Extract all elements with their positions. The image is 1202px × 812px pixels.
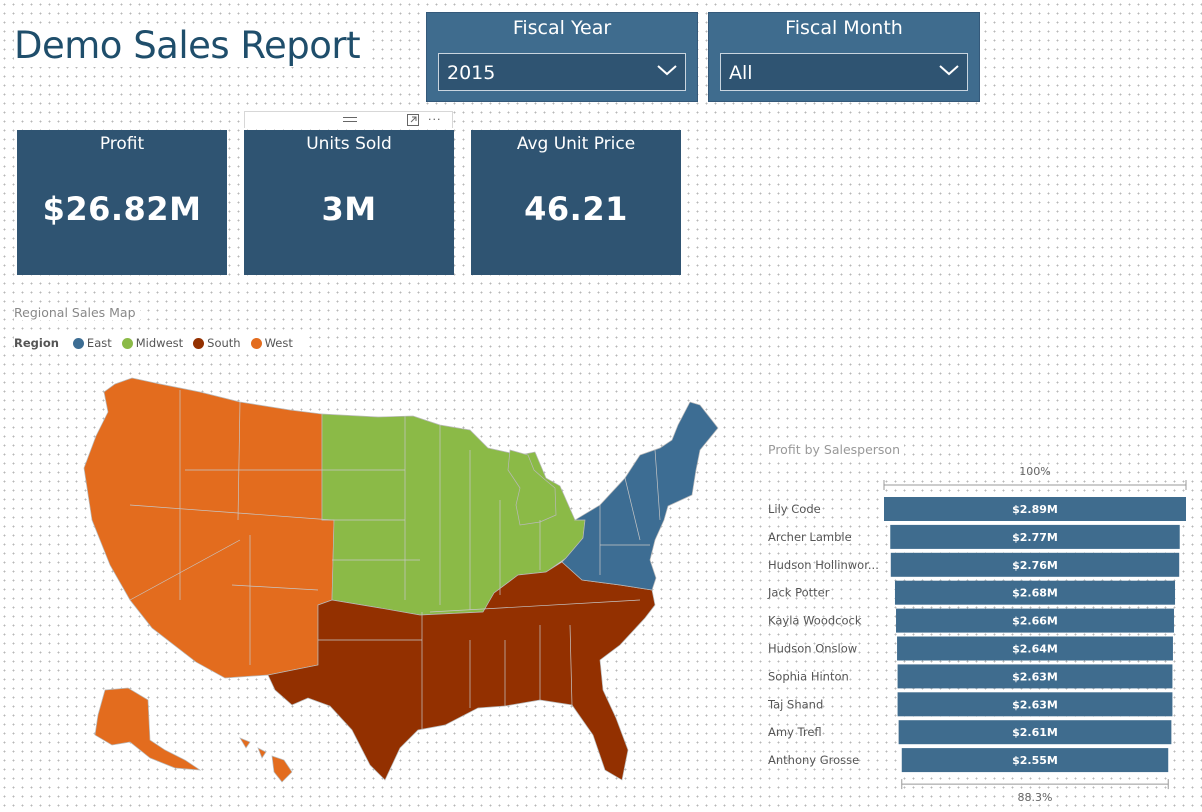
bar-value-label-3: $2.68M	[1012, 587, 1058, 600]
category-label-9: Anthony Grosse	[768, 753, 859, 767]
top-percent-label: 100%	[1019, 465, 1050, 478]
fiscal-year-dropdown[interactable]: 2015	[438, 53, 686, 91]
bar-8[interactable]	[898, 720, 1172, 745]
map-region-south[interactable]	[267, 561, 656, 781]
map-legend: Region East Midwest South West	[14, 335, 303, 351]
legend-dot-south	[193, 337, 205, 349]
focus-mode-icon[interactable]	[407, 114, 419, 126]
map-region-west-alaska[interactable]	[94, 687, 202, 771]
bar-chart-title: Profit by Salesperson	[768, 442, 905, 457]
fiscal-year-value: 2015	[447, 62, 496, 84]
fiscal-year-slicer: Fiscal Year 2015	[426, 12, 698, 102]
legend-dot-midwest	[121, 337, 133, 349]
category-label-6: Sophia Hinton	[768, 669, 849, 683]
legend-label-south: South	[207, 336, 241, 350]
bar-0[interactable]	[884, 497, 1186, 521]
avg-unit-price-card: Avg Unit Price 46.21	[471, 130, 681, 275]
bar-value-label-4: $2.66M	[1012, 615, 1058, 628]
bottom-percent-label: 88.3%	[1018, 791, 1053, 804]
legend-label-east: East	[86, 336, 112, 350]
avg-unit-price-card-value: 46.21	[524, 190, 628, 228]
legend-item-west[interactable]: West	[250, 336, 293, 350]
map-title: Regional Sales Map	[14, 305, 140, 320]
bar-value-label-2: $2.76M	[1012, 559, 1058, 572]
bar-value-label-6: $2.63M	[1012, 670, 1058, 683]
fiscal-month-slicer: Fiscal Month All	[708, 12, 980, 102]
fiscal-month-slicer-title: Fiscal Month	[785, 17, 903, 39]
legend-title: Region	[14, 336, 59, 350]
drag-handle-icon[interactable]	[343, 117, 357, 122]
more-options-icon[interactable]: ···	[428, 113, 442, 126]
map-region-west-hawaii[interactable]	[239, 737, 293, 783]
bar-value-label-8: $2.61M	[1012, 726, 1058, 739]
legend-label-midwest: Midwest	[135, 336, 184, 350]
map-region-east[interactable]	[561, 401, 719, 591]
category-label-5: Hudson Onslow	[768, 642, 857, 656]
units-sold-card-value: 3M	[321, 190, 377, 228]
category-label-0: Lily Code	[768, 502, 821, 516]
category-label-8: Amy Trefl	[768, 725, 822, 739]
profit-by-salesperson-chart[interactable]: 100% $2.89M Lily Code $2.77M Archer Lamble $2…	[760, 460, 1200, 812]
chevron-down-icon	[657, 65, 677, 76]
legend-dot-east	[72, 337, 84, 349]
units-sold-card: Units Sold 3M	[244, 130, 454, 275]
report-title: Demo Sales Report	[14, 24, 367, 67]
bar-value-label-0: $2.89M	[1012, 503, 1058, 516]
legend-item-east[interactable]: East	[72, 336, 112, 350]
map-region-west[interactable]	[83, 377, 335, 679]
profit-card: Profit $26.82M	[17, 130, 227, 275]
fiscal-year-slicer-title: Fiscal Year	[512, 17, 612, 39]
bar-9[interactable]	[901, 748, 1169, 773]
legend-label-west: West	[264, 336, 293, 350]
bar-5[interactable]	[897, 636, 1173, 661]
fiscal-month-value: All	[729, 62, 753, 84]
fiscal-month-dropdown[interactable]: All	[720, 53, 968, 91]
bar-4[interactable]	[896, 608, 1174, 633]
legend-item-midwest[interactable]: Midwest	[121, 336, 184, 350]
bar-2[interactable]	[890, 552, 1180, 577]
bar-value-label-9: $2.55M	[1012, 754, 1058, 767]
category-label-3: Jack Potter	[767, 586, 830, 600]
bar-6[interactable]	[897, 664, 1173, 689]
bar-3[interactable]	[894, 580, 1176, 605]
category-label-4: Kayla Woodcock	[768, 614, 862, 628]
bar-1[interactable]	[890, 524, 1180, 549]
legend-item-south[interactable]: South	[193, 336, 241, 350]
category-label-1: Archer Lamble	[768, 530, 852, 544]
regional-sales-map[interactable]	[60, 372, 740, 792]
chevron-down-icon	[939, 65, 959, 76]
profit-card-value: $26.82M	[42, 190, 202, 228]
units-sold-card-label: Units Sold	[306, 134, 392, 154]
avg-unit-price-card-label: Avg Unit Price	[516, 134, 636, 154]
category-label-2: Hudson Hollinwor...	[768, 558, 879, 572]
bar-value-label-5: $2.64M	[1012, 643, 1058, 656]
map-region-midwest-michigan[interactable]	[507, 449, 557, 526]
profit-card-label: Profit	[99, 134, 145, 154]
bar-7[interactable]	[897, 692, 1173, 717]
legend-dot-west	[250, 337, 262, 349]
bar-value-label-1: $2.77M	[1012, 531, 1058, 544]
category-label-7: Taj Shand	[767, 697, 823, 711]
bar-value-label-7: $2.63M	[1012, 698, 1058, 711]
visual-header: ···	[244, 111, 453, 128]
